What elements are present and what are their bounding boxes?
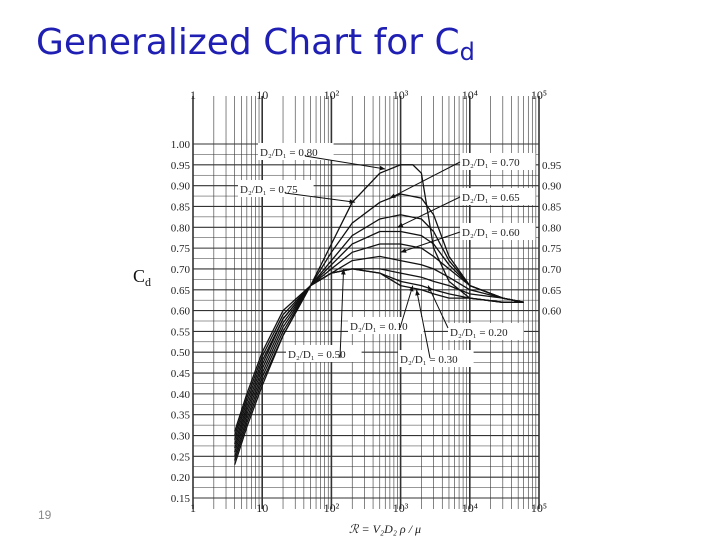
cd-curve xyxy=(234,268,524,457)
slide-title: Generalized Chart for Cd xyxy=(36,22,475,66)
chart-annotations: D₂/D₁ = 0.80 D₂/D₁ = 0.75 D₂/D₁ = 0.70 D₂/D… xyxy=(238,143,536,367)
x-tick-label-bottom: 10⁵ xyxy=(531,501,547,515)
annotation-arrow xyxy=(339,268,345,359)
y-tick-label-right: 0.70 xyxy=(542,264,562,276)
curve-annotation: D₂/D₁ = 0.20 xyxy=(450,327,508,339)
y-tick-label-right: 0.95 xyxy=(542,160,562,172)
curve-annotation: D₂/D₁ = 0.50 xyxy=(288,349,346,361)
y-tick-label-left: 0.15 xyxy=(171,493,191,505)
y-tick-label-right: 0.60 xyxy=(542,306,562,318)
curve-annotation: D₂/D₁ = 0.60 xyxy=(462,227,520,239)
x-axis-label: ℛ = V₂D₂ ρ / μ xyxy=(349,522,421,536)
y-tick-label-left: 0.35 xyxy=(171,410,191,422)
x-tick-label-top: 1 xyxy=(190,88,196,102)
y-tick-label-right: 0.75 xyxy=(542,243,562,255)
y-tick-label-left: 0.50 xyxy=(171,347,191,359)
y-tick-label-left: 0.95 xyxy=(171,160,191,172)
annotation-arrowhead xyxy=(428,285,433,292)
cd-curve xyxy=(234,193,524,436)
y-tick-label-left: 0.85 xyxy=(171,201,191,213)
y-tick-label-left: 0.45 xyxy=(171,368,191,380)
annotation-bg xyxy=(460,188,536,205)
y-tick-label-left: 1.00 xyxy=(171,139,191,151)
chart-grid xyxy=(192,96,540,509)
cd-chart: 1 1 10 10 10² 10² 10³ 10³ 10⁴ 10⁴ 10⁵ 10⁵ 1.00 0.95 0.… xyxy=(160,78,580,540)
annotation-arrow xyxy=(397,196,461,228)
annotation-bg xyxy=(286,345,362,362)
y-tick-label-left: 0.60 xyxy=(171,306,191,318)
cd-label-subscript: d xyxy=(145,275,152,289)
annotation-arrow xyxy=(399,285,414,329)
y-tick-label-right: 0.85 xyxy=(542,201,562,213)
y-tick-label-right: 0.65 xyxy=(542,285,562,297)
y-tick-label-left: 0.70 xyxy=(171,264,191,276)
y-tick-label-left: 0.90 xyxy=(171,181,191,193)
cd-curve xyxy=(234,214,524,440)
cd-curve xyxy=(234,230,524,445)
annotation-bg xyxy=(460,223,536,240)
x-tick-label-top: 10 xyxy=(256,88,268,102)
curve-annotation: D₂/D₁ = 0.65 xyxy=(462,192,520,204)
curve-annotation: D₂/D₁ = 0.30 xyxy=(400,354,458,366)
y-tick-label-left: 0.20 xyxy=(171,472,191,484)
cd-label-text: C xyxy=(133,266,146,286)
curve-annotation: D₂/D₁ = 0.10 xyxy=(350,321,408,333)
chart-ticks: 1 1 10 10 10² 10² 10³ 10³ 10⁴ 10⁴ 10⁵ 10⁵ 1.00 0.95 0.… xyxy=(171,88,562,536)
y-tick-label-left: 0.30 xyxy=(171,431,191,443)
annotation-bg xyxy=(238,180,314,197)
x-tick-label-top: 10⁴ xyxy=(462,88,478,102)
annotation-arrow xyxy=(416,289,431,359)
annotation-arrowhead xyxy=(415,289,420,296)
annotation-arrow xyxy=(389,161,461,199)
cd-curve xyxy=(234,255,524,453)
cd-label: Cd xyxy=(133,266,151,290)
y-tick-label-right: 0.80 xyxy=(542,222,562,234)
y-tick-label-left: 0.65 xyxy=(171,285,191,297)
slide-title-text: Generalized Chart for C xyxy=(36,22,460,63)
x-tick-label-top: 10² xyxy=(324,88,340,102)
x-tick-label-bottom: 10² xyxy=(324,501,340,515)
chart-series xyxy=(234,164,524,465)
curve-annotation: D₂/D₁ = 0.75 xyxy=(240,184,298,196)
annotation-arrow xyxy=(400,231,461,253)
annotation-arrowhead xyxy=(389,193,396,199)
annotation-arrowhead xyxy=(379,165,386,171)
y-tick-label-left: 0.40 xyxy=(171,389,191,401)
y-tick-label-left: 0.55 xyxy=(171,326,191,338)
annotation-arrow xyxy=(304,155,386,170)
annotation-arrow xyxy=(427,285,449,329)
annotation-arrowhead xyxy=(397,222,404,228)
annotation-arrowhead xyxy=(349,199,356,204)
annotation-bg xyxy=(258,143,334,160)
annotation-bg xyxy=(398,350,474,367)
annotation-bg xyxy=(460,153,536,170)
x-tick-label-bottom: 10 xyxy=(256,501,268,515)
cd-curve xyxy=(234,243,524,449)
x-tick-label-bottom: 1 xyxy=(190,501,196,515)
curve-annotation: D₂/D₁ = 0.80 xyxy=(260,147,318,159)
y-tick-label-right: 0.90 xyxy=(542,181,562,193)
x-tick-label-bottom: 10³ xyxy=(393,501,409,515)
annotation-arrowhead xyxy=(341,268,346,275)
y-tick-label-left: 0.80 xyxy=(171,222,191,234)
x-tick-label-top: 10⁵ xyxy=(531,88,547,102)
annotation-arrow xyxy=(284,192,356,203)
annotation-arrowhead xyxy=(409,285,414,292)
chart-background xyxy=(160,78,580,540)
curve-annotation: D₂/D₁ = 0.70 xyxy=(462,157,520,169)
slide-title-subscript: d xyxy=(459,38,475,66)
annotation-bg xyxy=(448,323,524,340)
x-tick-label-bottom: 10⁴ xyxy=(462,501,478,515)
y-tick-label-left: 0.75 xyxy=(171,243,191,255)
page-number: 19 xyxy=(38,508,52,522)
annotation-bg xyxy=(348,317,424,334)
x-tick-label-top: 10³ xyxy=(393,88,409,102)
annotation-arrowhead xyxy=(400,248,407,253)
y-tick-label-left: 0.25 xyxy=(171,451,191,463)
cd-curve xyxy=(234,268,524,465)
